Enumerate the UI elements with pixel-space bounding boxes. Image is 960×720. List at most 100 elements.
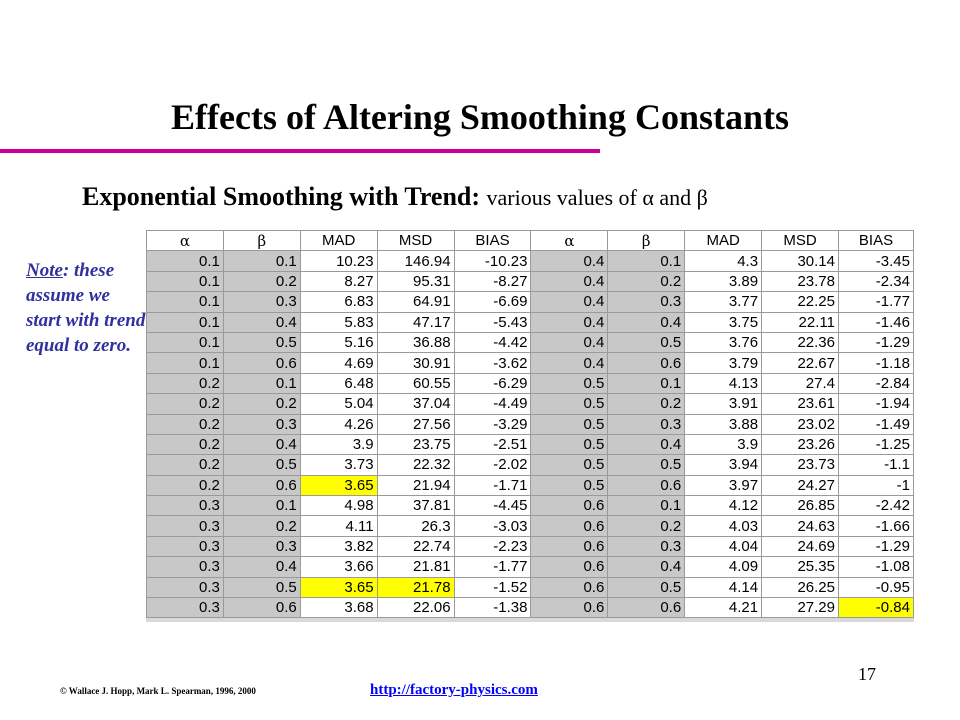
table-header-cell: β bbox=[222, 229, 301, 252]
table-cell: 21.78 bbox=[376, 576, 455, 599]
table-cell: 0.6 bbox=[222, 474, 301, 497]
table-cell: 3.9 bbox=[299, 433, 378, 456]
table-cell: 0.6 bbox=[530, 597, 609, 619]
table-header-cell: α bbox=[146, 229, 224, 252]
table-cell: 22.74 bbox=[376, 535, 455, 558]
table-row: 0.1 0.2 8.27 95.31 -8.27 0.4 0.2 3.89 23.78 -2.34 bbox=[146, 270, 915, 293]
title-underline bbox=[0, 149, 600, 153]
table-cell: 30.91 bbox=[376, 352, 455, 374]
table-cell: 30.14 bbox=[761, 250, 839, 272]
table-cell: 0.5 bbox=[530, 454, 609, 476]
table-header-cell: α bbox=[530, 229, 609, 252]
table-cell: 4.3 bbox=[684, 250, 763, 272]
table-cell: 0.4 bbox=[530, 270, 609, 293]
table-cell: -1.77 bbox=[837, 291, 915, 313]
table-cell: 3.82 bbox=[299, 535, 378, 558]
table-cell: 25.35 bbox=[761, 556, 839, 578]
table-cell: -1.46 bbox=[837, 311, 915, 333]
table-cell: 0.3 bbox=[607, 291, 686, 313]
table-cell: 0.2 bbox=[146, 393, 224, 415]
table-cell: -5.43 bbox=[453, 311, 532, 333]
table-cell: 0.1 bbox=[607, 250, 686, 272]
table-row: 0.3 0.1 4.98 37.81 -4.45 0.6 0.1 4.12 26.85 -2.42 bbox=[146, 495, 915, 517]
table-cell: 0.3 bbox=[146, 576, 224, 599]
table-row: 0.2 0.1 6.48 60.55 -6.29 0.5 0.1 4.13 27.4 -2.84 bbox=[146, 372, 915, 395]
table-cell: 22.36 bbox=[761, 331, 839, 354]
table-cell: 0.4 bbox=[530, 331, 609, 354]
table-cell: 0.4 bbox=[222, 433, 301, 456]
table-cell: 0.2 bbox=[222, 515, 301, 537]
table-row: 0.3 0.5 3.65 21.78 -1.52 0.6 0.5 4.14 26.25 -0.95 bbox=[146, 576, 915, 599]
table-cell: 6.83 bbox=[299, 291, 378, 313]
table-cell: 23.61 bbox=[761, 393, 839, 415]
table-cell: 27.56 bbox=[376, 413, 455, 435]
table-cell: 3.97 bbox=[684, 474, 763, 497]
table-cell: -1.49 bbox=[837, 413, 915, 435]
table-cell: 5.04 bbox=[299, 393, 378, 415]
table-cell: 3.65 bbox=[299, 576, 378, 599]
website-link[interactable]: http://factory-physics.com bbox=[370, 682, 538, 698]
table-cell: 4.09 bbox=[684, 556, 763, 578]
table-cell: 24.69 bbox=[761, 535, 839, 558]
table-cell: 0.3 bbox=[146, 515, 224, 537]
table-cell: 22.32 bbox=[376, 454, 455, 476]
table-cell: 4.26 bbox=[299, 413, 378, 435]
table-cell: 146.94 bbox=[376, 250, 455, 272]
table-header-cell: MSD bbox=[376, 229, 455, 252]
table-cell: 0.6 bbox=[607, 597, 686, 619]
table-cell: 3.91 bbox=[684, 393, 763, 415]
table-cell: 37.81 bbox=[376, 495, 455, 517]
table-cell: -2.51 bbox=[453, 433, 532, 456]
table-cell: 27.4 bbox=[761, 372, 839, 395]
table-cell: -1.38 bbox=[453, 597, 532, 619]
table-cell: 4.11 bbox=[299, 515, 378, 537]
table-row: 0.3 0.3 3.82 22.74 -2.23 0.6 0.3 4.04 24.69 -1.29 bbox=[146, 535, 915, 558]
table-cell: 0.3 bbox=[146, 556, 224, 578]
table-cell: 0.4 bbox=[530, 291, 609, 313]
table-header-cell: BIAS bbox=[453, 229, 532, 252]
table-cell: -1.29 bbox=[837, 535, 915, 558]
table-cell: 0.6 bbox=[530, 515, 609, 537]
table-row: 0.3 0.4 3.66 21.81 -1.77 0.6 0.4 4.09 25.35 -1.08 bbox=[146, 556, 915, 578]
table-cell: -0.95 bbox=[837, 576, 915, 599]
table-cell: -2.42 bbox=[837, 495, 915, 517]
copyright-notice: © Wallace J. Hopp, Mark L. Spearman, 199… bbox=[60, 686, 256, 696]
table-cell: -6.69 bbox=[453, 291, 532, 313]
table-cell: -8.27 bbox=[453, 270, 532, 293]
table-cell: 0.6 bbox=[607, 352, 686, 374]
table-cell: 3.75 bbox=[684, 311, 763, 333]
table-cell: -2.34 bbox=[837, 270, 915, 293]
table-cell: 22.06 bbox=[376, 597, 455, 619]
table-header-cell: MSD bbox=[761, 229, 839, 252]
table-cell: -3.29 bbox=[453, 413, 532, 435]
table-cell: 23.75 bbox=[376, 433, 455, 456]
table-cell: 0.1 bbox=[146, 352, 224, 374]
table-cell: 0.4 bbox=[530, 311, 609, 333]
table-cell: 0.5 bbox=[530, 372, 609, 395]
results-table-panel: α β MAD MSD BIAS α β MAD MSD BIAS 0.1 0.1 10.23 146.9… bbox=[146, 229, 915, 622]
table-cell: 0.5 bbox=[530, 474, 609, 497]
side-note: Note: these assume we start with trend e… bbox=[26, 258, 146, 358]
table-cell: -1.18 bbox=[837, 352, 915, 374]
table-cell: -6.29 bbox=[453, 372, 532, 395]
table-cell: 4.14 bbox=[684, 576, 763, 599]
table-cell: 26.85 bbox=[761, 495, 839, 517]
table-cell: 0.5 bbox=[607, 454, 686, 476]
table-cell: 0.3 bbox=[146, 495, 224, 517]
table-cell: -10.23 bbox=[453, 250, 532, 272]
table-cell: 0.6 bbox=[530, 556, 609, 578]
table-cell: 0.1 bbox=[146, 250, 224, 272]
table-cell: 26.3 bbox=[376, 515, 455, 537]
table-cell: 0.2 bbox=[146, 454, 224, 476]
table-cell: 3.79 bbox=[684, 352, 763, 374]
table-cell: -1.29 bbox=[837, 331, 915, 354]
table-cell: 22.11 bbox=[761, 311, 839, 333]
table-cell: 0.5 bbox=[530, 413, 609, 435]
table-cell: 0.2 bbox=[222, 393, 301, 415]
table-cell: 0.3 bbox=[222, 535, 301, 558]
table-row: 0.1 0.6 4.69 30.91 -3.62 0.4 0.6 3.79 22.67 -1.18 bbox=[146, 352, 915, 374]
table-cell: 23.26 bbox=[761, 433, 839, 456]
table-cell: -1.25 bbox=[837, 433, 915, 456]
table-cell: 0.4 bbox=[607, 556, 686, 578]
table-cell: -1.52 bbox=[453, 576, 532, 599]
